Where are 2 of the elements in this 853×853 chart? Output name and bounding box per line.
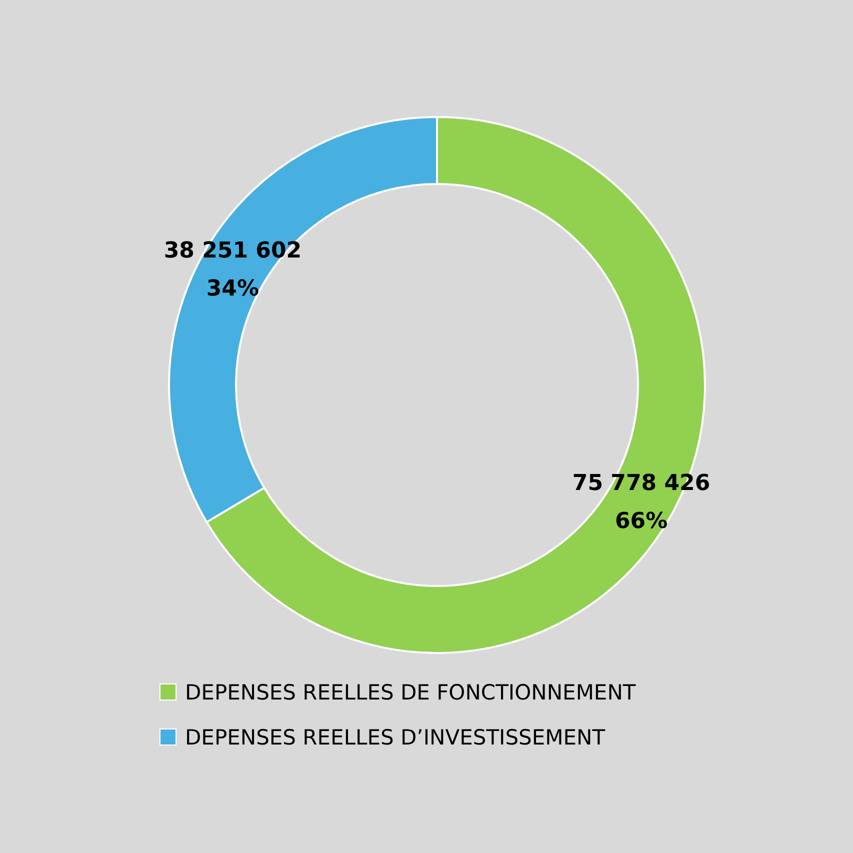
legend-label: DEPENSES REELLES DE FONCTIONNEMENT: [185, 680, 636, 704]
legend-label: DEPENSES REELLES D’INVESTISSEMENT: [185, 725, 606, 750]
